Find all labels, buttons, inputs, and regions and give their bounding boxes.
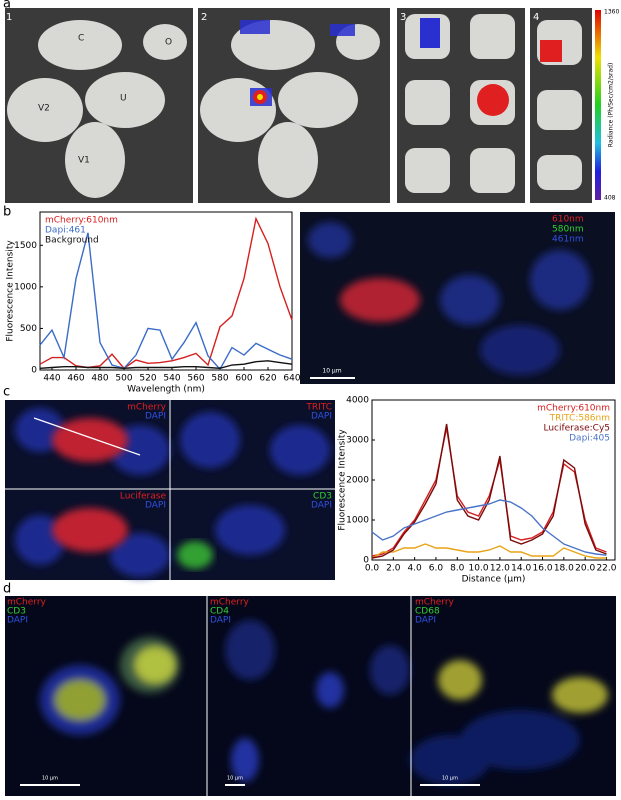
line <box>371 543 607 559</box>
channel-label: TRITC <box>305 403 332 413</box>
x-tick-label: 14.0 <box>511 564 531 574</box>
line <box>371 499 607 556</box>
x-tick-label: 16.0 <box>533 564 553 574</box>
image-number: 2 <box>201 12 207 23</box>
channel-label: DAPI <box>145 412 166 422</box>
colorbar-title: Radiance (Ph/Sec/cm2/srad) <box>608 63 615 148</box>
image-1 <box>5 8 193 203</box>
organ-label: C <box>78 34 84 44</box>
legend-entry: Luciferase:Cy5 <box>543 424 610 434</box>
channel-label: 610nm <box>552 215 584 225</box>
x-tick-label: 500 <box>115 374 132 384</box>
x-axis-label: Distance (μm) <box>462 575 526 585</box>
image-3 <box>397 8 525 203</box>
image-number: 1 <box>6 12 12 23</box>
x-tick-label: 4.0 <box>407 564 422 574</box>
channel-label: CD4 <box>210 607 229 617</box>
channel-label: DAPI <box>311 412 332 422</box>
colorbar-max: 1360 <box>604 9 619 16</box>
line <box>39 232 293 371</box>
x-tick-label: 18.0 <box>554 564 574 574</box>
colorbar-min: 408 <box>604 195 616 202</box>
line <box>39 360 293 370</box>
x-tick-label: 600 <box>235 374 252 384</box>
x-axis-label: Wavelength (nm) <box>127 385 205 395</box>
scale-bar-label: 10 μm <box>442 776 458 782</box>
panel-label: a <box>3 0 11 12</box>
organ-label: V2 <box>38 104 50 114</box>
tiles <box>5 400 335 580</box>
x-tick-label: 520 <box>139 374 156 384</box>
organ-label: U <box>120 94 127 104</box>
y-tick-label: 1000 <box>346 516 369 526</box>
channel-label: DAPI <box>210 616 231 626</box>
micrograph <box>300 212 615 384</box>
image-number: 3 <box>400 12 406 23</box>
image-number: 4 <box>533 12 539 23</box>
legend-entry: Background <box>45 236 99 246</box>
x-tick-label: 460 <box>67 374 84 384</box>
legend-entry: TRITC:586nm <box>549 414 610 424</box>
x-tick-label: 10.0 <box>469 564 489 574</box>
channel-label: CD68 <box>415 607 440 617</box>
x-tick-label: 480 <box>91 374 108 384</box>
scale-bar-label: 10 μm <box>227 776 243 782</box>
y-tick-label: 1000 <box>14 282 37 292</box>
y-tick-label: 3000 <box>346 436 369 446</box>
channel-label: CD3 <box>7 607 26 617</box>
channel-label: mCherry <box>210 598 250 608</box>
y-tick-label: 2000 <box>346 476 369 486</box>
y-tick-label: 0 <box>31 366 37 376</box>
x-tick-label: 12.0 <box>490 564 510 574</box>
channel-label: mCherry <box>127 403 167 413</box>
legend-entry: mCherry:610nm <box>45 216 118 226</box>
legend-entry: Dapi:461 <box>45 226 86 236</box>
y-axis-label: Fluorescence Intensity <box>338 429 348 531</box>
channel-label: DAPI <box>311 501 332 511</box>
x-tick-label: 560 <box>187 374 204 384</box>
x-tick-label: 440 <box>43 374 60 384</box>
x-tick-label: 8.0 <box>450 564 465 574</box>
channel-label: mCherry <box>415 598 455 608</box>
channel-label: 580nm <box>552 225 584 235</box>
x-tick-label: 540 <box>163 374 180 384</box>
channel-label: Luciferase <box>120 492 167 502</box>
y-tick-label: 4000 <box>346 396 369 406</box>
y-tick-label: 500 <box>20 324 37 334</box>
channel-label: DAPI <box>415 616 436 626</box>
x-tick-label: 20.0 <box>575 564 595 574</box>
x-tick-label: 6.0 <box>429 564 444 574</box>
y-axis-label: Fluorescence Intensity <box>6 240 16 342</box>
x-tick-label: 620 <box>259 374 276 384</box>
scale-bar-label: 10 μm <box>322 368 341 375</box>
x-tick-label: 640 <box>283 374 300 384</box>
organ-label: O <box>165 38 172 48</box>
channel-label: CD3 <box>313 492 332 502</box>
x-tick-label: 22.0 <box>596 564 616 574</box>
image-4 <box>530 8 592 203</box>
organ-label: V1 <box>78 156 90 166</box>
x-tick-label: 580 <box>211 374 228 384</box>
image-2 <box>198 8 390 203</box>
line <box>371 427 607 557</box>
scale-bar-label: 10 μm <box>42 776 58 782</box>
micrographs <box>5 596 616 796</box>
x-tick-label: 2.0 <box>386 564 401 574</box>
x-tick-label: 0.0 <box>365 564 380 574</box>
colorbar <box>595 10 601 200</box>
channel-label: DAPI <box>7 616 28 626</box>
channel-label: 461nm <box>552 235 584 245</box>
y-tick-label: 1500 <box>14 241 37 251</box>
panel-label: c <box>3 385 10 400</box>
legend-entry: mCherry:610nm <box>537 404 610 414</box>
y-tick-label: 0 <box>363 556 369 566</box>
channel-label: mCherry <box>7 598 47 608</box>
legend-entry: Dapi:405 <box>569 434 610 444</box>
panel-label: b <box>3 205 11 220</box>
channel-label: DAPI <box>145 501 166 511</box>
panel-label: d <box>3 582 11 597</box>
